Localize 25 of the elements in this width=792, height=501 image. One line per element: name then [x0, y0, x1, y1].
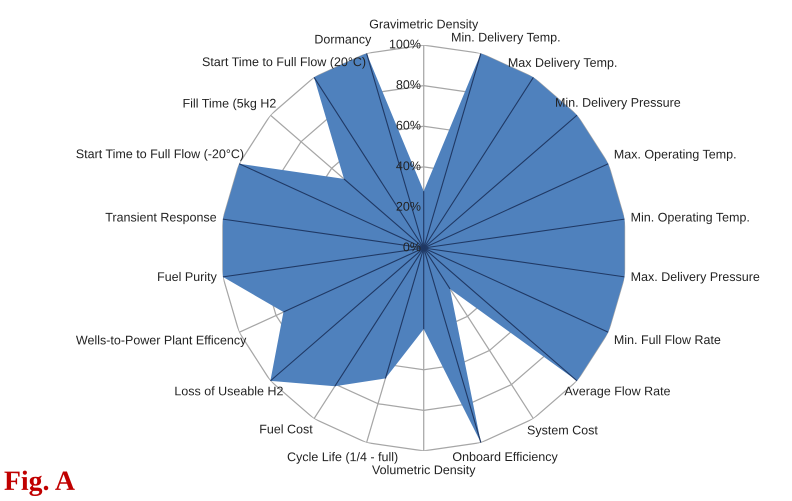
spoke-label: Max Delivery Temp.	[508, 58, 616, 70]
y-tick-label: 100%	[390, 40, 420, 48]
spoke-label: Cycle Life (1/4 - full)	[288, 452, 398, 464]
spoke-label: Min. Full Flow Rate	[614, 334, 720, 344]
spoke-label: Max. Operating Temp.	[614, 149, 736, 162]
spoke-label: Fuel Cost	[260, 424, 313, 434]
y-tick-label: 80%	[396, 80, 420, 90]
spoke-label: Gravimetric Density	[370, 19, 478, 31]
y-tick-label: 0%	[403, 242, 420, 252]
spoke-label: Fill Time (5kg H2	[184, 98, 276, 110]
spoke-label: Wells-to-Power Plant Efficency	[76, 335, 246, 347]
y-tick-label: 60%	[396, 120, 420, 130]
spoke-label: Volumetric Density	[372, 465, 476, 477]
text: Fig. A	[4, 470, 75, 496]
spoke-label: Min. Operating Temp.	[632, 212, 749, 224]
spoke-label: Min. Delivery Temp.	[452, 32, 560, 44]
spoke-label: Loss of Useable H2	[175, 386, 283, 396]
spoke-label: Dormancy	[315, 34, 372, 46]
spoke-label: Average Flow Rate	[564, 386, 670, 398]
spoke-label: Onboard Efficiency	[452, 452, 558, 464]
spoke-label: Fuel Purity	[158, 272, 217, 284]
spoke-label: Start Time to Full Flow (-20°C)	[76, 149, 244, 161]
spoke-label: Transient Response	[106, 212, 216, 224]
spoke-label: System Cost	[528, 426, 598, 437]
spoke-label: Max. Delivery Pressure	[632, 272, 760, 284]
